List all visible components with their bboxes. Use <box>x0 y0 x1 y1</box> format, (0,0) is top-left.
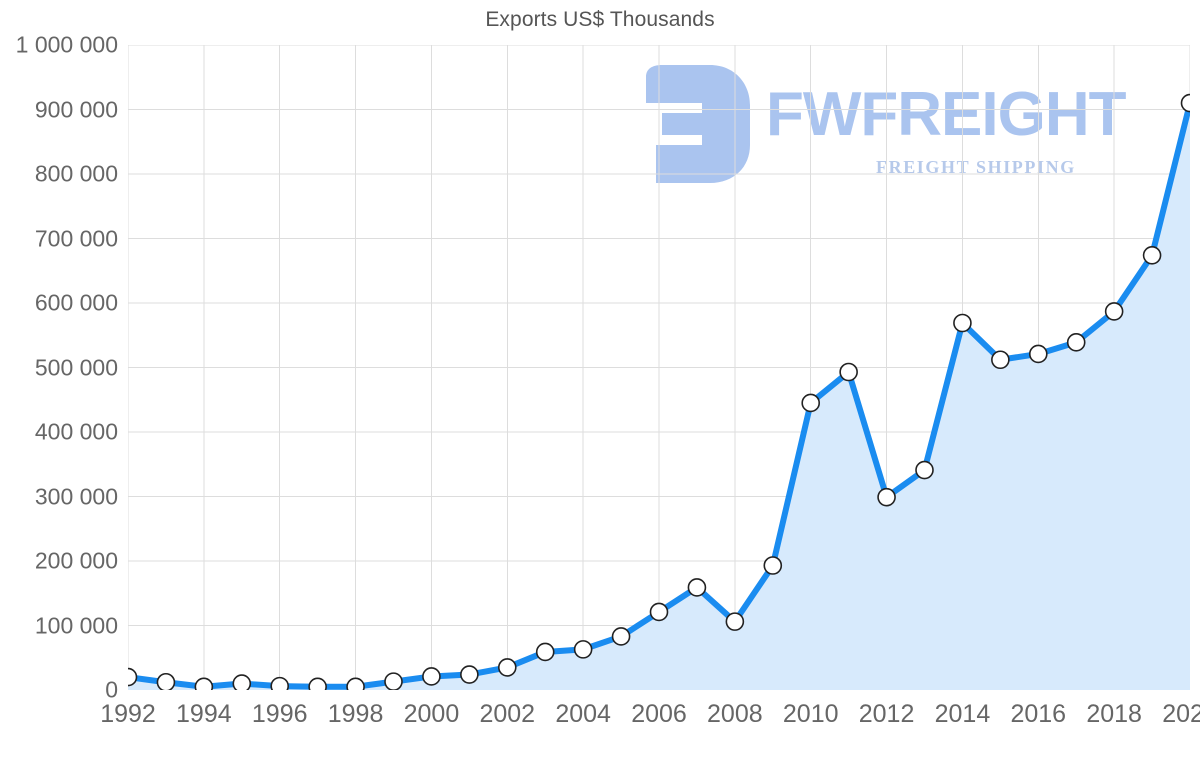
x-axis-tick-label: 2004 <box>555 700 611 728</box>
data-point-marker[interactable] <box>1104 302 1124 321</box>
x-axis-tick-label: 2018 <box>1086 700 1142 728</box>
data-point-marker[interactable] <box>1142 245 1162 265</box>
y-axis-tick-label: 800 000 <box>34 160 118 187</box>
data-point-marker[interactable] <box>128 667 138 687</box>
data-point-marker[interactable] <box>839 362 858 382</box>
data-point-marker[interactable] <box>270 676 290 690</box>
data-point-marker[interactable] <box>953 313 972 333</box>
data-point-marker[interactable] <box>194 677 214 690</box>
data-point-marker[interactable] <box>573 640 593 659</box>
y-axis-tick-label: 100 000 <box>34 612 118 638</box>
series-layer <box>128 93 1191 690</box>
data-point-marker[interactable] <box>801 393 821 413</box>
data-point-marker[interactable] <box>725 612 745 631</box>
x-axis-tick-label: 1998 <box>327 700 384 728</box>
y-axis-tick-label: 0 <box>105 676 118 703</box>
x-axis-tick-label: 2008 <box>707 700 763 728</box>
data-point-marker[interactable] <box>687 578 707 597</box>
data-point-marker[interactable] <box>535 642 555 662</box>
y-axis-tick-label: 200 000 <box>34 547 118 574</box>
x-axis-tick-label: 2002 <box>479 700 536 728</box>
data-point-marker[interactable] <box>422 667 441 686</box>
y-axis-tick-label: 700 000 <box>34 225 118 251</box>
x-axis-tick-label: 2012 <box>858 700 915 728</box>
x-axis-tick-label: 2014 <box>934 700 991 728</box>
data-point-marker[interactable] <box>763 556 783 575</box>
chart-title: Exports US$ Thousands <box>485 8 715 31</box>
data-point-marker[interactable] <box>384 672 403 690</box>
x-axis-tick-label: 2016 <box>1010 700 1067 728</box>
data-point-marker[interactable] <box>1180 93 1191 113</box>
data-point-marker[interactable] <box>346 677 365 690</box>
x-axis-tick-label: 1992 <box>100 700 156 728</box>
x-axis-tick-label: 2000 <box>403 700 460 728</box>
y-axis-tick-label: 600 000 <box>34 289 118 316</box>
y-axis-tick-label: 500 000 <box>34 354 118 380</box>
data-point-marker[interactable] <box>1028 344 1048 364</box>
data-point-marker[interactable] <box>1066 333 1086 352</box>
data-point-marker[interactable] <box>877 487 896 507</box>
data-point-marker[interactable] <box>156 672 176 690</box>
data-point-marker[interactable] <box>611 627 631 646</box>
y-axis-tick-label: 900 000 <box>34 96 118 122</box>
x-axis-tick-label: 2020 <box>1162 700 1200 728</box>
plot-area <box>128 45 1190 690</box>
y-axis-tick-label: 1 000 000 <box>15 31 118 58</box>
x-axis-tick-label: 2010 <box>782 700 839 728</box>
data-point-marker[interactable] <box>649 602 669 622</box>
data-point-marker[interactable] <box>460 665 479 684</box>
data-point-marker[interactable] <box>497 658 517 677</box>
data-point-marker[interactable] <box>232 674 252 690</box>
y-axis-tick-label: 400 000 <box>34 418 118 445</box>
data-point-marker[interactable] <box>308 677 327 690</box>
y-axis-tick-label: 300 000 <box>34 483 118 509</box>
x-axis-tick-label: 1996 <box>251 700 308 728</box>
x-axis-tick-label: 2006 <box>631 700 687 728</box>
series-area-fill <box>128 103 1190 690</box>
x-axis-tick-label: 1994 <box>176 700 232 728</box>
data-point-marker[interactable] <box>915 460 934 480</box>
data-point-marker[interactable] <box>991 350 1010 370</box>
